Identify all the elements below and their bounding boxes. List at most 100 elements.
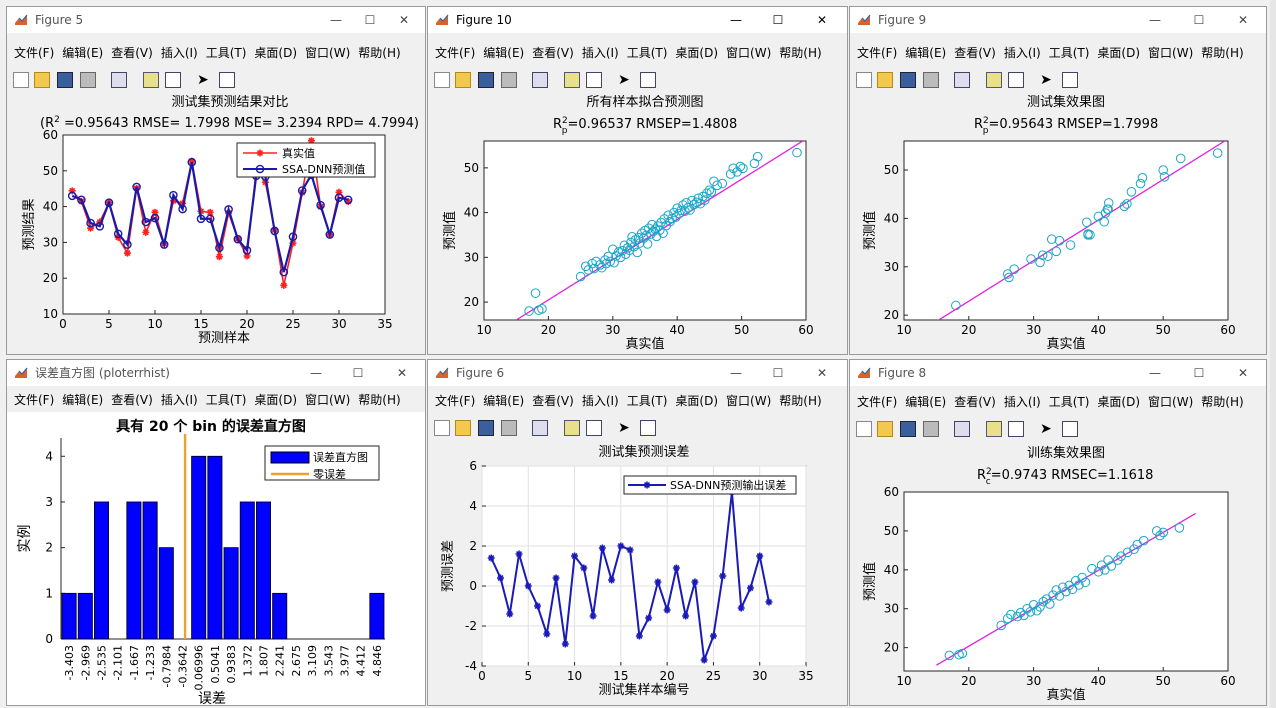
menu-edit[interactable]: 编辑(E)	[905, 395, 947, 409]
open-folder-icon[interactable]	[455, 420, 471, 436]
menu-tools[interactable]: 工具(T)	[205, 46, 247, 60]
title-bar[interactable]: Figure 6 — ☐ ✕	[428, 360, 847, 386]
menu-window[interactable]: 窗口(W)	[726, 394, 772, 408]
legend-icon[interactable]	[1008, 421, 1024, 437]
save-icon[interactable]	[478, 420, 494, 436]
maximize-icon[interactable]: ☐	[1193, 366, 1205, 380]
pointer-icon[interactable]: ➤	[197, 72, 209, 88]
maximize-icon[interactable]: ☐	[352, 366, 364, 380]
colorbar-icon[interactable]	[564, 72, 580, 88]
colorbar-icon[interactable]	[143, 72, 159, 88]
menu-insert[interactable]: 插入(I)	[581, 46, 619, 60]
new-file-icon[interactable]	[856, 421, 872, 437]
figure-5-window[interactable]: Figure 5 — ☐ ✕ 文件(F) 编辑(E) 查看(V) 插入(I) 工具(T)…	[6, 6, 426, 355]
link-plot-icon[interactable]	[954, 421, 970, 437]
link-plot-icon[interactable]	[111, 72, 127, 88]
menu-file[interactable]: 文件(F)	[14, 393, 55, 407]
maximize-icon[interactable]: ☐	[772, 366, 784, 380]
menu-insert[interactable]: 插入(I)	[160, 393, 198, 407]
menu-view[interactable]: 查看(V)	[532, 394, 574, 408]
figure-6-window[interactable]: Figure 6 — ☐ ✕ 文件(F) 编辑(E) 查看(V) 插入(I) 工具(T)…	[427, 359, 848, 706]
menu-help[interactable]: 帮助(H)	[1201, 395, 1244, 409]
new-file-icon[interactable]	[13, 72, 29, 88]
menu-insert[interactable]: 插入(I)	[1003, 46, 1041, 60]
title-bar[interactable]: Figure 5 — ☐ ✕	[7, 7, 425, 33]
new-file-icon[interactable]	[434, 420, 450, 436]
pointer-icon[interactable]: ➤	[1040, 421, 1052, 437]
link-plot-icon[interactable]	[954, 72, 970, 88]
menu-edit[interactable]: 编辑(E)	[905, 46, 947, 60]
error-histogram-window[interactable]: 误差直方图 (ploterrhist) — ☐ ✕ 文件(F) 编辑(E) 查看(V…	[6, 359, 426, 706]
minimize-icon[interactable]: —	[1149, 366, 1161, 380]
menu-insert[interactable]: 插入(I)	[160, 46, 198, 60]
legend-icon[interactable]	[586, 420, 602, 436]
minimize-icon[interactable]: —	[730, 366, 742, 380]
figure-8-window[interactable]: Figure 8 — ☐ ✕ 文件(F) 编辑(E) 查看(V) 插入(I) 工具(T)…	[849, 359, 1267, 706]
open-folder-icon[interactable]	[34, 72, 50, 88]
menu-help[interactable]: 帮助(H)	[779, 394, 822, 408]
menu-tools[interactable]: 工具(T)	[205, 393, 247, 407]
menu-window[interactable]: 窗口(W)	[305, 393, 351, 407]
save-icon[interactable]	[900, 421, 916, 437]
menu-help[interactable]: 帮助(H)	[358, 393, 401, 407]
colorbar-icon[interactable]	[986, 421, 1002, 437]
menu-view[interactable]: 查看(V)	[532, 46, 574, 60]
colorbar-icon[interactable]	[564, 420, 580, 436]
menu-edit[interactable]: 编辑(E)	[62, 393, 104, 407]
menu-file[interactable]: 文件(F)	[857, 395, 898, 409]
menu-help[interactable]: 帮助(H)	[779, 46, 822, 60]
close-icon[interactable]: ✕	[816, 13, 828, 27]
open-folder-icon[interactable]	[455, 72, 471, 88]
title-bar[interactable]: Figure 9 — ☐ ✕	[850, 7, 1266, 33]
print-icon[interactable]	[501, 72, 517, 88]
menu-desktop[interactable]: 桌面(D)	[254, 46, 298, 60]
menu-tools[interactable]: 工具(T)	[1048, 395, 1090, 409]
menu-desktop[interactable]: 桌面(D)	[675, 394, 719, 408]
menu-insert[interactable]: 插入(I)	[1003, 395, 1041, 409]
menu-file[interactable]: 文件(F)	[14, 46, 55, 60]
print-icon[interactable]	[501, 420, 517, 436]
link-plot-icon[interactable]	[532, 72, 548, 88]
menu-desktop[interactable]: 桌面(D)	[1097, 395, 1141, 409]
pointer-icon[interactable]: ➤	[1040, 72, 1052, 88]
menu-desktop[interactable]: 桌面(D)	[1097, 46, 1141, 60]
new-file-icon[interactable]	[434, 72, 450, 88]
open-folder-icon[interactable]	[877, 421, 893, 437]
print-icon[interactable]	[923, 72, 939, 88]
menu-desktop[interactable]: 桌面(D)	[675, 46, 719, 60]
menu-edit[interactable]: 编辑(E)	[62, 46, 104, 60]
title-bar[interactable]: Figure 8 — ☐ ✕	[850, 360, 1266, 386]
property-inspector-icon[interactable]	[219, 72, 235, 88]
property-inspector-icon[interactable]	[1062, 421, 1078, 437]
open-folder-icon[interactable]	[877, 72, 893, 88]
menu-tools[interactable]: 工具(T)	[1048, 46, 1090, 60]
figure-10-window[interactable]: Figure 10 — ☐ ✕ 文件(F) 编辑(E) 查看(V) 插入(I) 工具(T…	[427, 6, 848, 355]
menu-insert[interactable]: 插入(I)	[581, 394, 619, 408]
menu-tools[interactable]: 工具(T)	[626, 46, 668, 60]
menu-window[interactable]: 窗口(W)	[1148, 395, 1194, 409]
link-plot-icon[interactable]	[532, 420, 548, 436]
maximize-icon[interactable]: ☐	[364, 13, 376, 27]
maximize-icon[interactable]: ☐	[1193, 13, 1205, 27]
menu-desktop[interactable]: 桌面(D)	[254, 393, 298, 407]
property-inspector-icon[interactable]	[640, 420, 656, 436]
print-icon[interactable]	[923, 421, 939, 437]
menu-file[interactable]: 文件(F)	[857, 46, 898, 60]
close-icon[interactable]: ✕	[1237, 366, 1249, 380]
menu-help[interactable]: 帮助(H)	[1201, 46, 1244, 60]
menu-view[interactable]: 查看(V)	[954, 46, 996, 60]
menu-edit[interactable]: 编辑(E)	[483, 46, 525, 60]
menu-window[interactable]: 窗口(W)	[726, 46, 772, 60]
figure-9-window[interactable]: Figure 9 — ☐ ✕ 文件(F) 编辑(E) 查看(V) 插入(I) 工具(T)…	[849, 6, 1267, 355]
legend-icon[interactable]	[165, 72, 181, 88]
title-bar[interactable]: Figure 10 — ☐ ✕	[428, 7, 847, 33]
close-icon[interactable]: ✕	[398, 13, 410, 27]
menu-view[interactable]: 查看(V)	[954, 395, 996, 409]
minimize-icon[interactable]: —	[1149, 13, 1161, 27]
print-icon[interactable]	[80, 72, 96, 88]
menu-window[interactable]: 窗口(W)	[1148, 46, 1194, 60]
pointer-icon[interactable]: ➤	[618, 72, 630, 88]
close-icon[interactable]: ✕	[396, 366, 408, 380]
menu-tools[interactable]: 工具(T)	[626, 394, 668, 408]
legend-icon[interactable]	[586, 72, 602, 88]
